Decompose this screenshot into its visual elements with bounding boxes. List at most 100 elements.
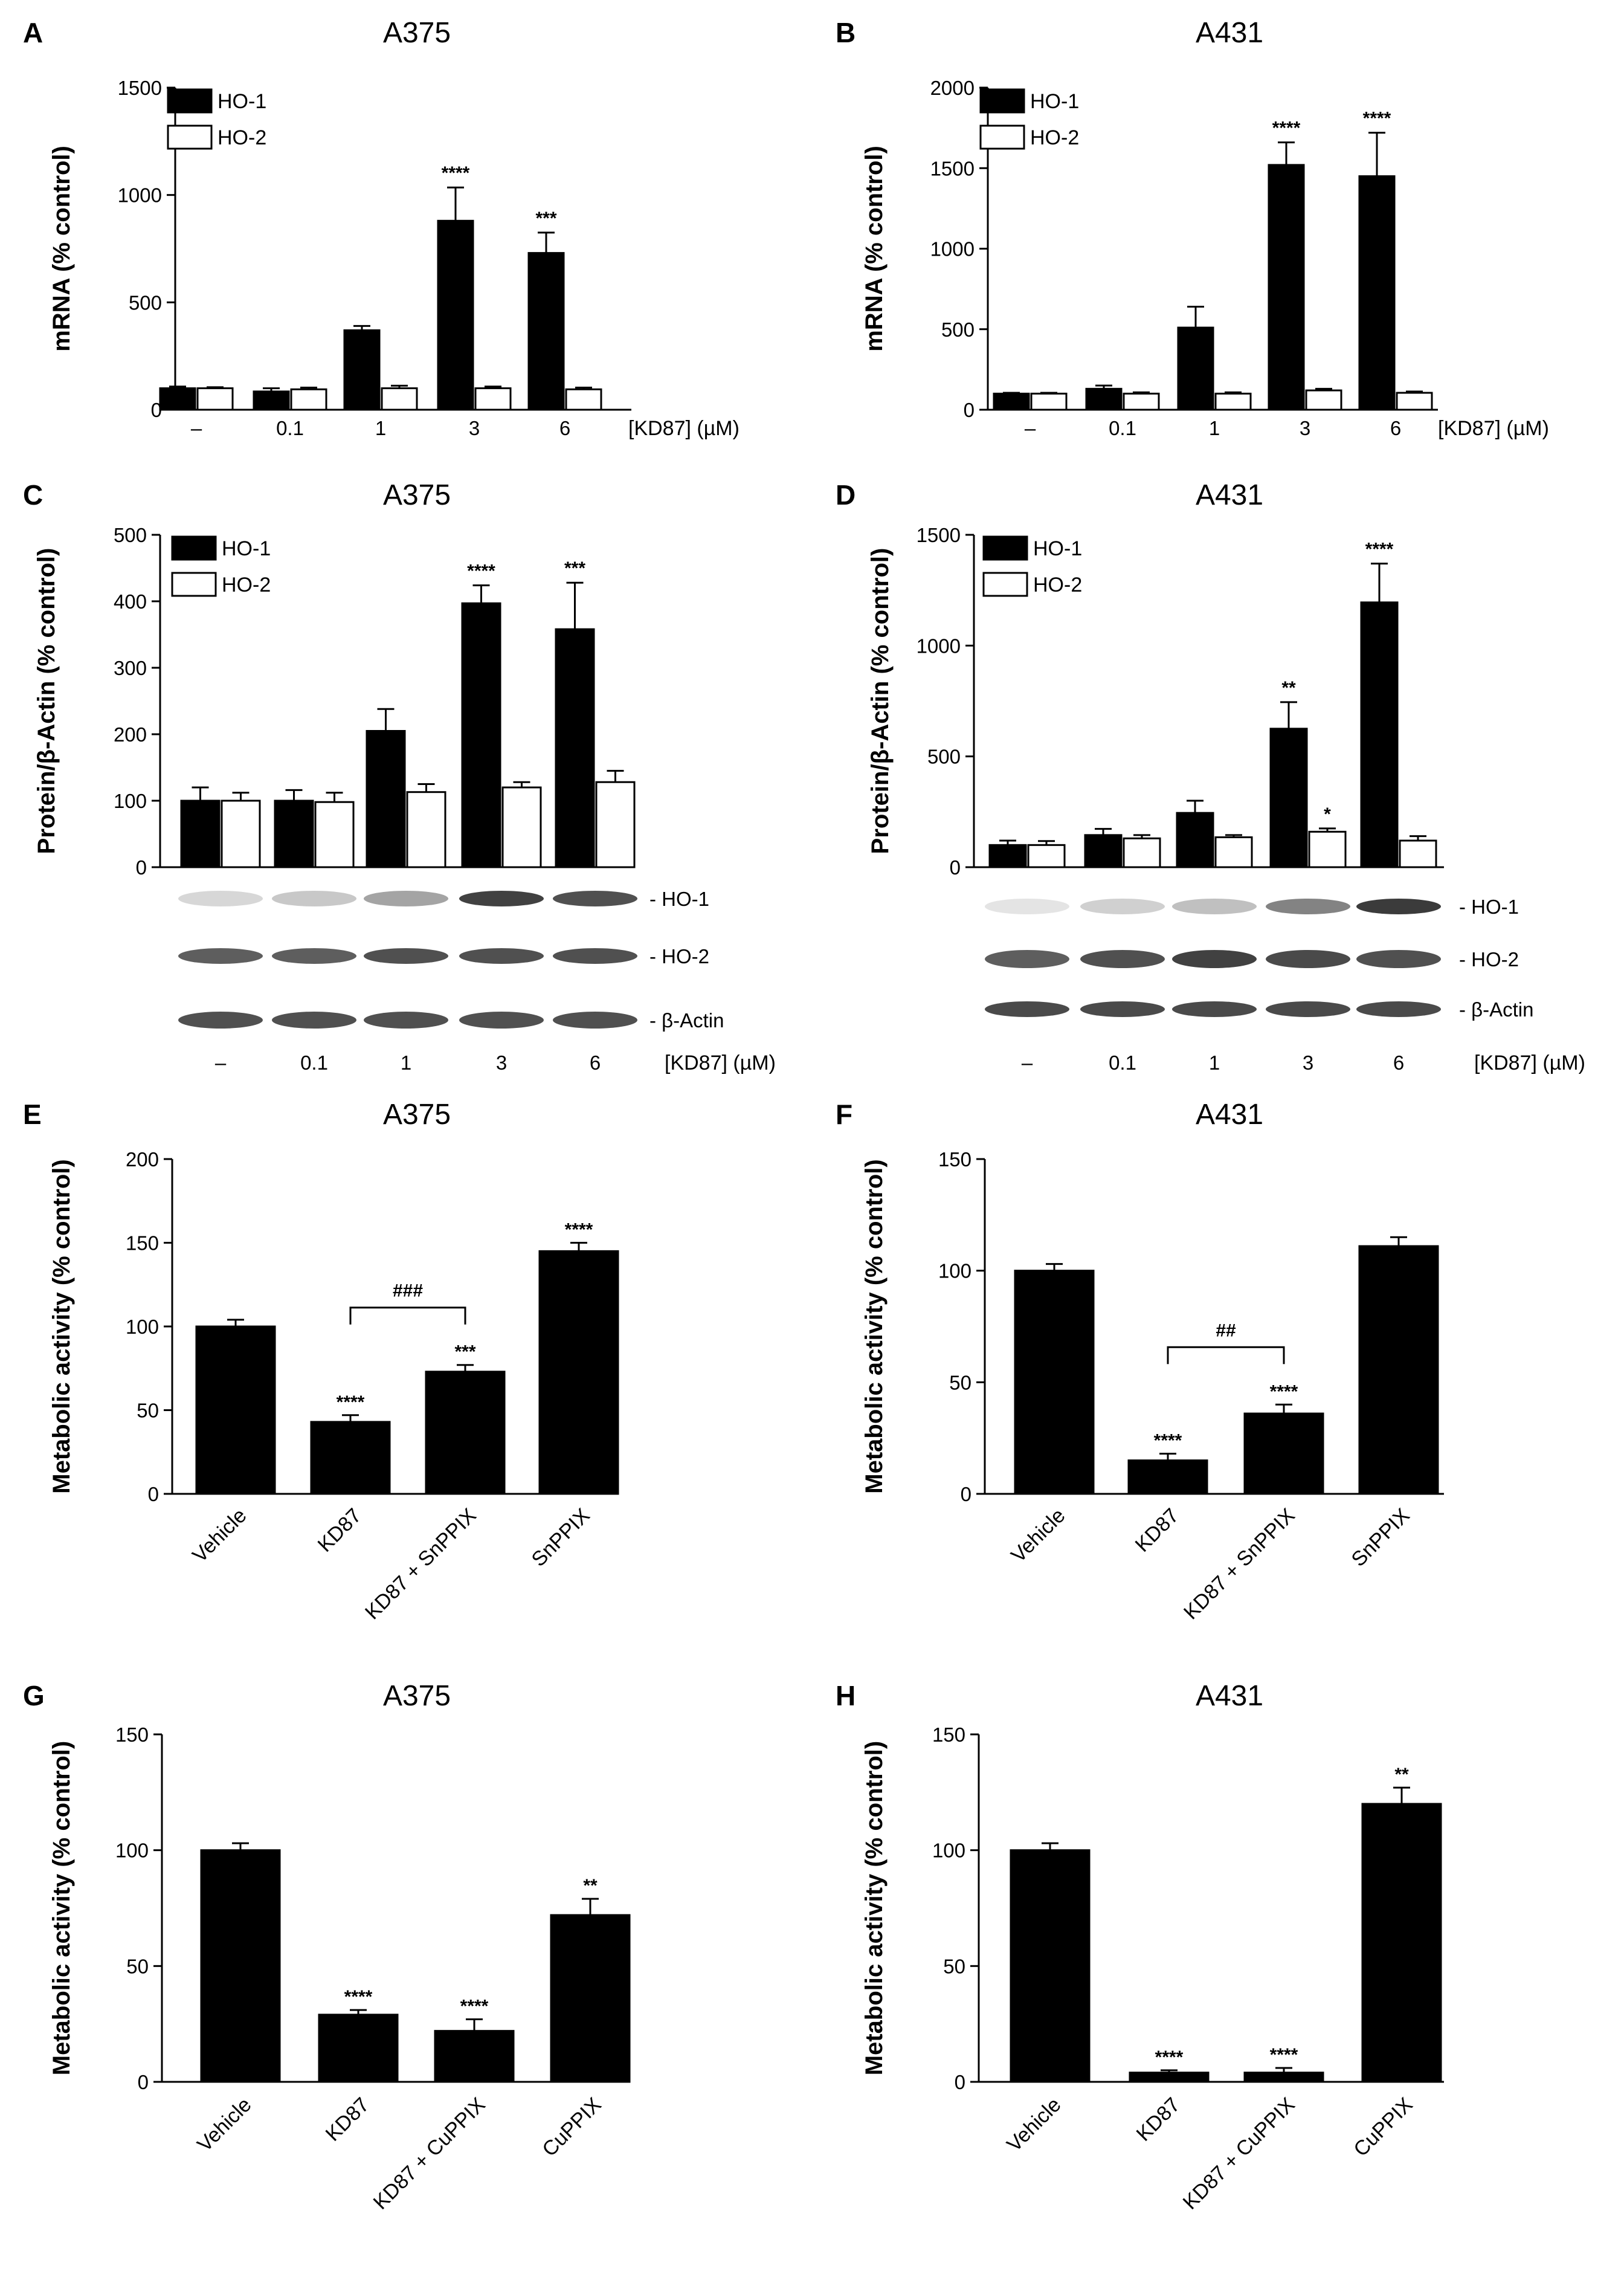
x-unit-label: [KD87] (µM) bbox=[665, 1052, 776, 1074]
significance-label: ** bbox=[1394, 1765, 1409, 1785]
y-axis-label: Metabolic activity (% control) bbox=[861, 1741, 888, 2075]
legend-swatch bbox=[167, 88, 213, 114]
x-tick-label: SnPPIX bbox=[527, 1504, 594, 1571]
y-tick-label: 50 bbox=[126, 1955, 149, 1977]
y-tick-label: 150 bbox=[932, 1723, 965, 1746]
y-tick-label: 200 bbox=[114, 723, 147, 746]
bar-ho-2 bbox=[196, 387, 234, 411]
chart-title: A431 bbox=[1196, 1680, 1263, 1712]
x-tick-label: – bbox=[191, 417, 202, 439]
y-tick-label: 150 bbox=[115, 1723, 149, 1746]
x-tick-label: CuPPIX bbox=[538, 2093, 605, 2161]
y-tick-label: 0 bbox=[136, 856, 147, 879]
y-tick-label: 0 bbox=[961, 1483, 971, 1505]
blot-band bbox=[364, 948, 448, 964]
panel-label: E bbox=[23, 1099, 42, 1130]
bar-ho-1 bbox=[1084, 834, 1123, 868]
x-tick-label: 3 bbox=[469, 417, 480, 439]
y-tick-label: 100 bbox=[932, 1840, 965, 1862]
chart-title: A375 bbox=[383, 17, 451, 49]
blot-band bbox=[1266, 1001, 1350, 1017]
legend-swatch bbox=[982, 572, 1028, 597]
bar-ho-2 bbox=[1396, 392, 1433, 411]
x-tick-label: 0.1 bbox=[1109, 417, 1136, 439]
blot-label: - HO-2 bbox=[649, 945, 709, 968]
x-tick-label: KD87 bbox=[1132, 2093, 1185, 2146]
significance-label: **** bbox=[1154, 1431, 1182, 1451]
x-tick-label: 6 bbox=[1393, 1052, 1404, 1074]
legend-label: HO-2 bbox=[1033, 573, 1082, 596]
y-tick-label: 0 bbox=[955, 2071, 965, 2093]
bar-ho-1 bbox=[253, 390, 290, 411]
y-tick-label: 300 bbox=[114, 657, 147, 679]
bar-ho-2 bbox=[314, 801, 355, 868]
x-tick-label: 1 bbox=[401, 1052, 411, 1074]
legend-swatch bbox=[171, 572, 217, 597]
significance-label: **** bbox=[442, 163, 470, 183]
chart-title: A375 bbox=[383, 1099, 451, 1131]
panel-d: D A431 0 500 1000 1500 Protein/β-Actin (% cont… bbox=[836, 479, 1585, 1074]
bar-ho-1 bbox=[1176, 812, 1214, 868]
bar bbox=[318, 2014, 399, 2083]
y-tick-label: 500 bbox=[129, 291, 162, 314]
blot-band bbox=[1356, 1001, 1441, 1017]
x-tick-label: 0.1 bbox=[276, 417, 304, 439]
y-tick-label: 100 bbox=[114, 790, 147, 812]
bar-ho-2 bbox=[1308, 830, 1347, 868]
y-tick-label: 200 bbox=[126, 1148, 159, 1171]
blot-band bbox=[1172, 950, 1257, 968]
blot-band bbox=[1080, 1001, 1165, 1017]
x-tick-label: KD87 + CuPPIX bbox=[369, 2093, 490, 2214]
legend-swatch bbox=[979, 124, 1025, 150]
bar-ho-1 bbox=[1085, 387, 1123, 411]
significance-label: *** bbox=[535, 208, 556, 228]
significance-label: **** bbox=[467, 561, 495, 581]
panel-label: F bbox=[836, 1099, 852, 1130]
x-tick-label: KD87 bbox=[314, 1504, 366, 1557]
significance-label: **** bbox=[1363, 109, 1391, 129]
x-tick-label: 6 bbox=[590, 1052, 601, 1074]
bar-ho-1 bbox=[993, 392, 1030, 411]
blot-label: - HO-1 bbox=[649, 888, 709, 910]
bar-ho-1 bbox=[274, 800, 314, 868]
y-tick-label: 150 bbox=[126, 1232, 159, 1255]
x-tick-label: KD87 bbox=[321, 2093, 374, 2146]
y-axis-label: Metabolic activity (% control) bbox=[48, 1741, 75, 2075]
bar bbox=[1129, 2072, 1210, 2083]
bar bbox=[310, 1421, 391, 1495]
bar bbox=[1127, 1459, 1208, 1495]
panel-b: B A431 0 500 1000 1500 2000 mRNA (% control) ***… bbox=[836, 17, 1549, 440]
x-tick-label: 1 bbox=[375, 417, 386, 439]
x-tick-label: KD87 bbox=[1131, 1504, 1184, 1557]
x-tick-label: 3 bbox=[1300, 417, 1310, 439]
western-blot bbox=[178, 891, 637, 1029]
x-tick-label: SnPPIX bbox=[1347, 1504, 1414, 1571]
bar-ho-2 bbox=[1305, 389, 1342, 411]
blot-band bbox=[553, 1012, 637, 1029]
blot-band bbox=[1080, 899, 1165, 914]
bar-ho-1 bbox=[1269, 728, 1308, 868]
chart-title: A431 bbox=[1196, 479, 1263, 511]
bar-ho-2 bbox=[565, 388, 602, 411]
bar-ho-1 bbox=[527, 252, 565, 411]
legend-label: HO-1 bbox=[218, 90, 266, 113]
legend-label: HO-1 bbox=[222, 537, 271, 560]
y-tick-label: 400 bbox=[114, 590, 147, 613]
y-tick-label: 0 bbox=[138, 2071, 149, 2093]
blot-band bbox=[553, 891, 637, 906]
bar-ho-1 bbox=[555, 628, 595, 868]
y-axis-label: Protein/β-Actin (% control) bbox=[33, 548, 60, 854]
legend-label: HO-2 bbox=[222, 573, 271, 596]
y-axis-label: Metabolic activity (% control) bbox=[48, 1159, 75, 1493]
bar bbox=[1358, 1245, 1439, 1495]
blot-band bbox=[178, 891, 263, 906]
panel-label: A bbox=[23, 17, 43, 48]
bar bbox=[425, 1371, 506, 1495]
x-tick-label: 3 bbox=[496, 1052, 507, 1074]
bar-ho-1 bbox=[180, 800, 221, 868]
blot-band bbox=[1356, 950, 1441, 968]
y-tick-label: 0 bbox=[148, 1483, 159, 1505]
legend-label: HO-2 bbox=[218, 126, 266, 149]
blot-band bbox=[985, 899, 1069, 914]
